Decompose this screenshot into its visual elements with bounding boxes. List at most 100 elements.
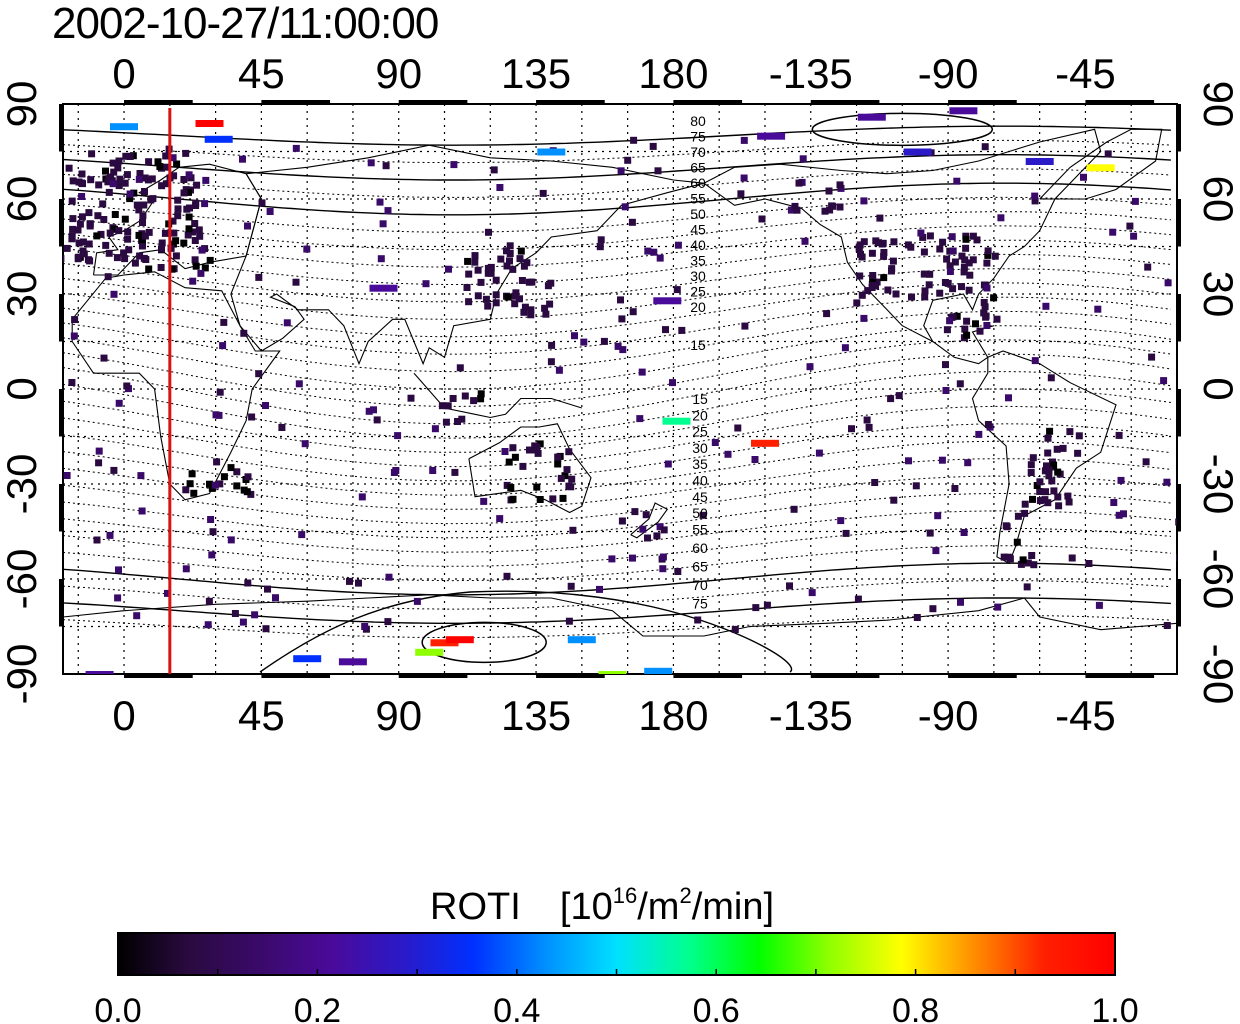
roti-cell [554,460,562,468]
roti-cell [965,259,973,267]
contour-line [63,239,1171,285]
roti-cell [161,229,169,237]
roti-cell [431,425,439,433]
roti-cell [125,246,133,254]
roti-cell [953,177,961,185]
roti-cell [248,413,256,421]
roti-cell [737,190,745,198]
roti-cell [109,180,117,188]
roti-cell [815,449,823,457]
roti-cell [1013,538,1021,546]
roti-cell [34,224,41,231]
top-tick-band [261,100,331,104]
roti-cell [644,534,651,542]
roti-cell [542,310,550,318]
roti-cell [47,204,54,211]
roti-cell [115,566,122,574]
roti-cell [456,364,464,372]
roti-cell [148,175,156,183]
roti-cell [255,273,263,281]
roti-cell [958,283,965,291]
roti-cell [474,292,482,300]
right-tick-band [1177,579,1181,627]
roti-cell [563,466,571,474]
roti-cell [373,416,381,424]
roti-cell [477,390,485,398]
roti-cell [547,279,555,287]
left-lat-tick-label: 90 [0,81,45,128]
roti-cell [243,488,251,496]
roti-cell [694,616,702,624]
roti-cell [461,392,469,400]
roti-cell [527,306,535,314]
roti-cell [471,252,479,260]
roti-cell [699,511,707,519]
roti-cell [492,276,500,284]
roti-cell [836,181,844,189]
roti-cell [169,217,177,225]
roti-cell [16,262,23,269]
roti-cell [660,526,668,534]
roti-cell [140,201,148,209]
roti-cell [1160,377,1168,385]
roti-cell [969,232,977,240]
roti-patch [445,636,474,644]
roti-cell [1044,434,1052,442]
roti-cell [960,263,968,271]
contour-label-north: 25 [690,284,706,300]
roti-cell [963,331,971,339]
roti-cell [121,215,129,223]
roti-cell [141,188,148,195]
roti-cell [617,296,624,304]
roti-cell [1074,449,1082,457]
roti-cell [114,164,122,172]
roti-cell [1117,476,1125,484]
roti-cell [829,202,837,210]
roti-cell [484,269,492,277]
top-tick-band [948,100,1017,104]
roti-cell [233,468,241,476]
roti-cell [880,252,888,260]
roti-cell [114,594,122,602]
roti-cell [980,299,988,306]
roti-cell [135,206,143,214]
left-tick-band [59,579,63,627]
roti-cell [121,179,129,187]
roti-cell [367,159,375,167]
roti-cell [972,320,979,328]
roti-cell [113,254,121,262]
left-lat-tick-label: 30 [0,271,45,318]
roti-cell [956,380,964,388]
roti-cell [34,240,41,247]
roti-cell [138,236,146,244]
roti-cell [244,579,252,587]
roti-patch [857,113,886,121]
roti-cell [131,259,139,267]
roti-cell [944,279,952,287]
roti-cell [608,555,616,563]
bottom-lon-tick-label: 45 [238,692,285,739]
roti-cell [30,234,37,241]
roti-cell [1085,560,1093,567]
roti-cell [100,216,108,223]
roti-cell [1033,482,1041,489]
bottom-tick-band [673,674,743,678]
top-lon-tick-label: -135 [769,50,853,97]
roti-cell [444,402,452,410]
roti-cell [890,238,898,246]
bottom-lon-tick-label: -45 [1055,692,1116,739]
roti-cell [445,265,452,273]
roti-cell [169,240,177,248]
roti-cell [258,199,266,207]
roti-cell [1130,232,1138,240]
roti-cell [965,286,973,294]
roti-cell [189,277,197,285]
roti-cell [1050,487,1058,495]
roti-cell [555,366,563,374]
roti-cell [180,176,188,183]
roti-cell [1029,454,1037,462]
roti-cell [126,195,134,203]
roti-cell [554,453,562,461]
roti-cell [872,282,879,290]
roti-cell [105,188,113,196]
